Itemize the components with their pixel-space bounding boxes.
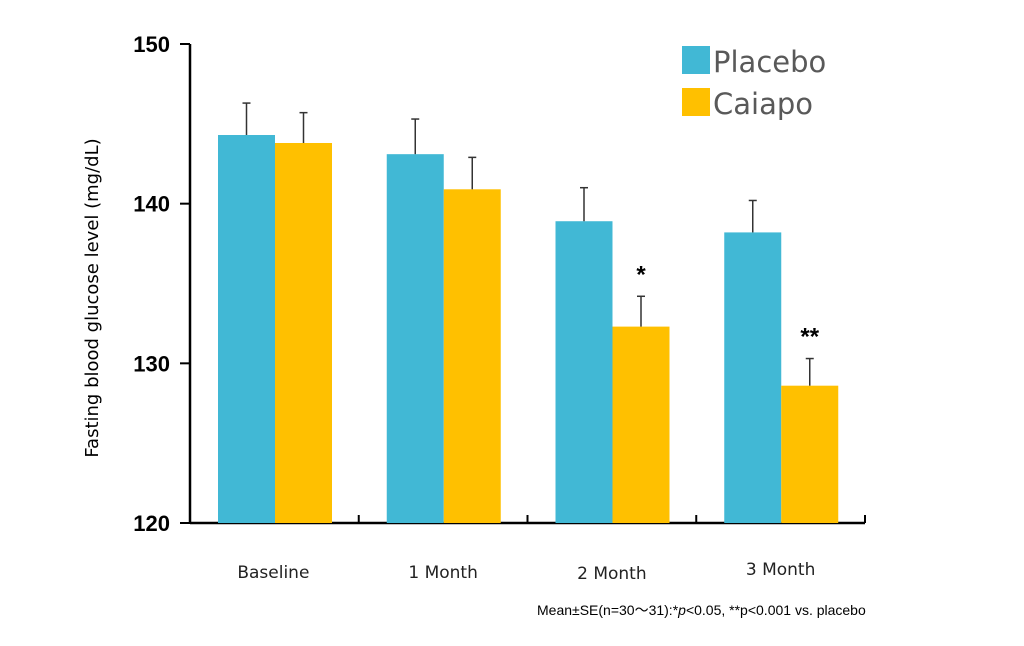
footnote-rest: <0.05, **p<0.001 vs. placebo	[685, 602, 866, 618]
legend-label-caiapo: Caiapo	[713, 87, 813, 121]
bar-caiapo-2-month	[612, 326, 670, 523]
bars	[218, 135, 839, 524]
footnote-p-italic: p	[678, 602, 686, 618]
legend-swatch-placebo	[682, 46, 710, 74]
significance-markers: ***	[636, 261, 819, 350]
x-tick-label-1: 1 Month	[408, 563, 478, 583]
legend: Placebo Caiapo	[682, 45, 826, 121]
y-axis-label: Fasting blood glucose level (mg/dL)	[82, 138, 103, 457]
error-bars	[242, 102, 814, 386]
bar-placebo-baseline	[218, 135, 275, 523]
x-tick-label-3: 3 Month	[746, 560, 816, 580]
bar-caiapo-3-month	[781, 385, 839, 523]
bar-placebo-2-month	[555, 221, 613, 524]
legend-swatch-caiapo	[682, 88, 710, 116]
y-tick-label-130: 130	[133, 351, 170, 376]
bar-caiapo-1-month	[443, 189, 501, 523]
x-tick-label-2: 2 Month	[577, 564, 647, 584]
significance-marker-2: *	[636, 261, 646, 288]
bar-placebo-1-month	[386, 154, 444, 524]
y-tick-label-120: 120	[133, 511, 170, 536]
significance-marker-3: **	[800, 324, 819, 351]
x-tick-label-0: Baseline	[237, 563, 309, 583]
footnote-prefix: Mean±SE(n=30～31):*	[537, 602, 679, 618]
legend-label-placebo: Placebo	[713, 45, 826, 79]
y-tick-label-150: 150	[133, 32, 170, 57]
footnote: Mean±SE(n=30～31):*p<0.05, **p<0.001 vs. …	[537, 600, 866, 620]
axis-labels: 120 130 140 150 Fasting blood glucose level …	[82, 32, 815, 584]
y-tick-label-140: 140	[133, 192, 170, 217]
bar-placebo-3-month	[724, 232, 782, 523]
bar-caiapo-baseline	[275, 142, 332, 523]
